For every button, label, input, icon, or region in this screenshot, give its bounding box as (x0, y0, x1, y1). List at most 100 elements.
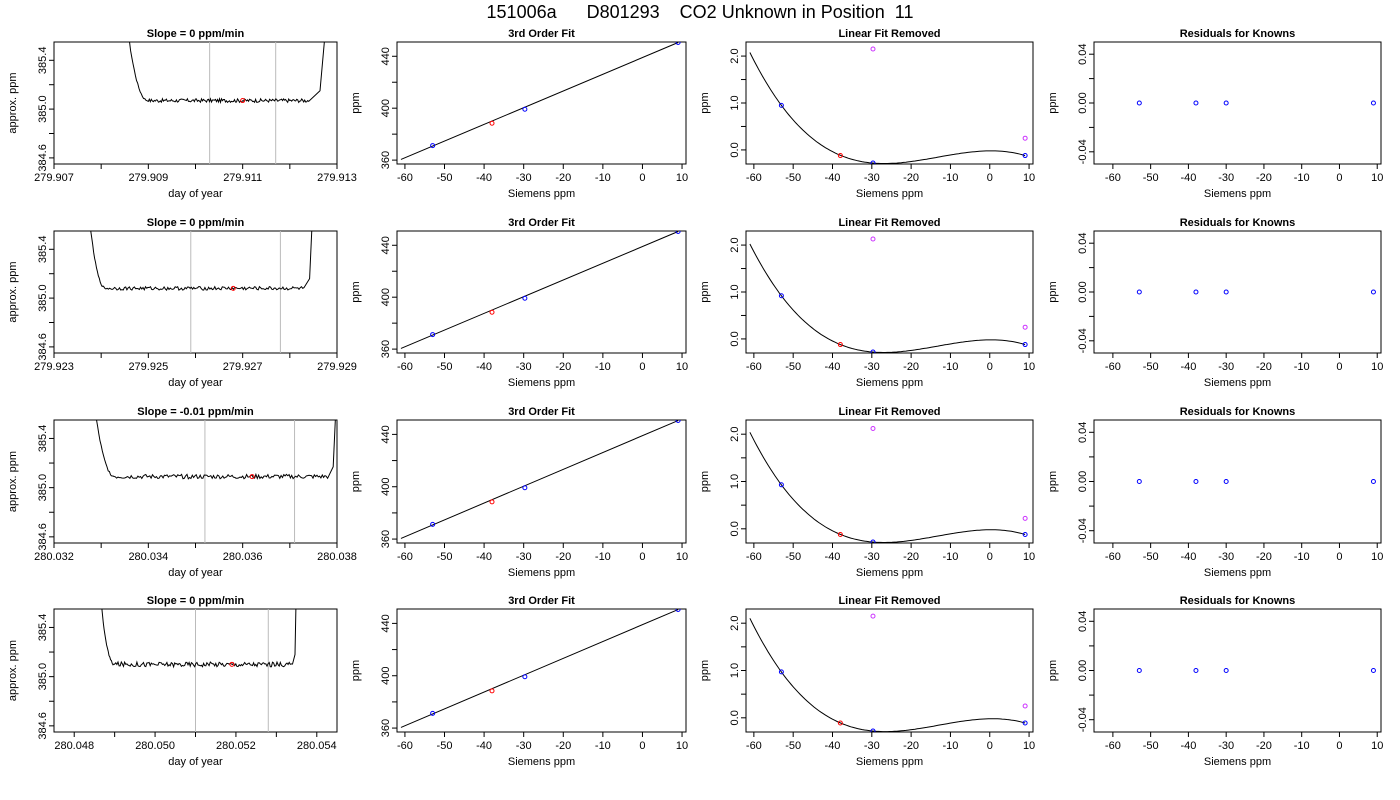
sample-point (249, 474, 255, 480)
x-tick-label: -50 (785, 551, 801, 563)
panel-r4-c2: 3rd Order Fit -60 -50 -40 -30 -20 -10 0 10 360 400… (350, 595, 688, 768)
y-tick-label: -0.04 (1077, 518, 1089, 543)
panel-title: 3rd Order Fit (508, 595, 575, 607)
x-tick-label: -30 (1218, 551, 1234, 563)
x-axis-label: Siemens ppm (856, 188, 923, 200)
x-tick-label: -20 (555, 361, 571, 373)
x-tick-label: 280.052 (216, 740, 256, 752)
plot-frame (396, 41, 687, 165)
x-tick-label: 279.907 (34, 172, 74, 184)
plot-frame (745, 230, 1034, 354)
y-axis-label: ppm (350, 471, 362, 492)
x-tick-label: -20 (1256, 361, 1272, 373)
panel-r4-c3: Linear Fit Removed -60 -50 -40 -30 -20 -10 0 10 0… (699, 595, 1035, 768)
y-tick-label: 440 (380, 614, 392, 632)
panel-r1-c2: 3rd Order Fit -60 -50 -40 -30 -20 -10 0 10 360 400… (350, 28, 688, 200)
x-tick-label: 0 (1336, 172, 1342, 184)
y-axis-label: ppm (350, 92, 362, 113)
y-tick-label: 0.0 (729, 521, 741, 536)
panel-title: Residuals for Knowns (1180, 28, 1296, 40)
known-point (1223, 289, 1229, 295)
plot-area (90, 231, 313, 353)
y-tick-label: 440 (380, 236, 392, 254)
y-tick-label: 0.04 (1077, 232, 1089, 253)
x-tick-label: -10 (942, 172, 958, 184)
x-axis-label: Siemens ppm (856, 567, 923, 579)
unknown-point (837, 342, 843, 348)
x-tick-label: 279.911 (223, 172, 262, 184)
panel-r1-c1: Slope = 0 ppm/min 279.907 279.909 279.911 27… (7, 28, 357, 200)
x-tick-label: -40 (1180, 361, 1196, 373)
y-axis-label: ppm (699, 471, 711, 492)
x-tick-label: -30 (516, 740, 532, 752)
x-tick-label: -30 (864, 740, 880, 752)
x-tick-label: 280.036 (223, 551, 263, 563)
known-point (1370, 668, 1376, 673)
x-tick-label: -10 (595, 172, 611, 184)
x-tick-label: -50 (1143, 551, 1159, 563)
x-tick-label: 0 (639, 172, 645, 184)
x-tick-label: 10 (1023, 740, 1035, 752)
x-tick-label: 10 (1371, 361, 1383, 373)
unknown-point (837, 531, 843, 537)
y-tick-label: 0.00 (1077, 660, 1089, 681)
x-axis-label: Siemens ppm (508, 188, 575, 200)
concentration-trace (90, 231, 313, 291)
sample-point (230, 285, 236, 291)
x-tick-label: -30 (864, 172, 880, 184)
known-point (1370, 289, 1376, 295)
plot-area (1136, 289, 1376, 295)
y-axis-label: approx. ppm (7, 72, 19, 133)
x-tick-label: -10 (595, 551, 611, 563)
y-tick-label: 0.04 (1077, 611, 1089, 632)
y-tick-label: 0.0 (729, 710, 741, 725)
panel-title: Slope = -0.01 ppm/min (137, 406, 254, 418)
panel-r3-c4: Residuals for Knowns -60 -50 -40 -30 -20 -10 0 1… (1047, 406, 1383, 579)
y-tick-label: 0.04 (1077, 43, 1089, 64)
x-tick-label: 279.927 (223, 361, 263, 373)
panel-r2-c3: Linear Fit Removed -60 -50 -40 -30 -20 -10 0 10 0… (699, 217, 1035, 389)
x-tick-label: 279.913 (317, 172, 357, 184)
panel-r3-c2: 3rd Order Fit -60 -50 -40 -30 -20 -10 0 10 360 400… (350, 406, 688, 579)
known-point (1193, 479, 1199, 484)
known-point (1223, 100, 1229, 106)
x-tick-label: -50 (785, 740, 801, 752)
x-axis-label: Siemens ppm (1204, 188, 1271, 200)
y-tick-label: 1.0 (729, 284, 741, 299)
panel-title: Linear Fit Removed (838, 595, 940, 607)
panel-r2-c2: 3rd Order Fit -60 -50 -40 -30 -20 -10 0 10 360 400… (350, 217, 688, 389)
plot-area (400, 609, 681, 728)
plot-area (129, 42, 325, 164)
y-axis-label: ppm (1047, 92, 1059, 113)
x-tick-label: 10 (676, 172, 688, 184)
x-tick-label: -10 (942, 361, 958, 373)
plot-area (400, 420, 681, 539)
fit-line (400, 420, 679, 539)
plot-area (1136, 668, 1376, 673)
x-tick-label: -20 (1256, 740, 1272, 752)
known-point (870, 539, 876, 543)
y-tick-label: 360 (380, 719, 392, 737)
x-axis-label: day of year (168, 188, 223, 200)
x-axis-label: Siemens ppm (856, 377, 923, 389)
plot-frame (396, 419, 687, 544)
x-tick-label: -30 (1218, 740, 1234, 752)
panel-title: Linear Fit Removed (838, 28, 940, 40)
x-tick-label: 279.925 (128, 361, 168, 373)
flag-point (1022, 515, 1028, 521)
panel-title: 3rd Order Fit (508, 28, 575, 40)
panel-r3-c3: Linear Fit Removed -60 -50 -40 -30 -20 -10 0 10 0… (699, 406, 1035, 579)
x-tick-label: -30 (864, 551, 880, 563)
x-axis-label: Siemens ppm (508, 756, 575, 768)
x-tick-label: -30 (516, 172, 532, 184)
plot-area (749, 236, 1028, 353)
x-tick-label: 10 (1371, 172, 1383, 184)
y-axis-label: ppm (1047, 471, 1059, 492)
x-tick-label: -50 (437, 551, 453, 563)
x-tick-label: 0 (1336, 361, 1342, 373)
known-point (778, 102, 784, 108)
known-point (778, 482, 784, 488)
y-tick-label: 360 (380, 530, 392, 548)
y-tick-label: 385.0 (37, 95, 49, 123)
x-tick-label: -20 (1256, 551, 1272, 563)
